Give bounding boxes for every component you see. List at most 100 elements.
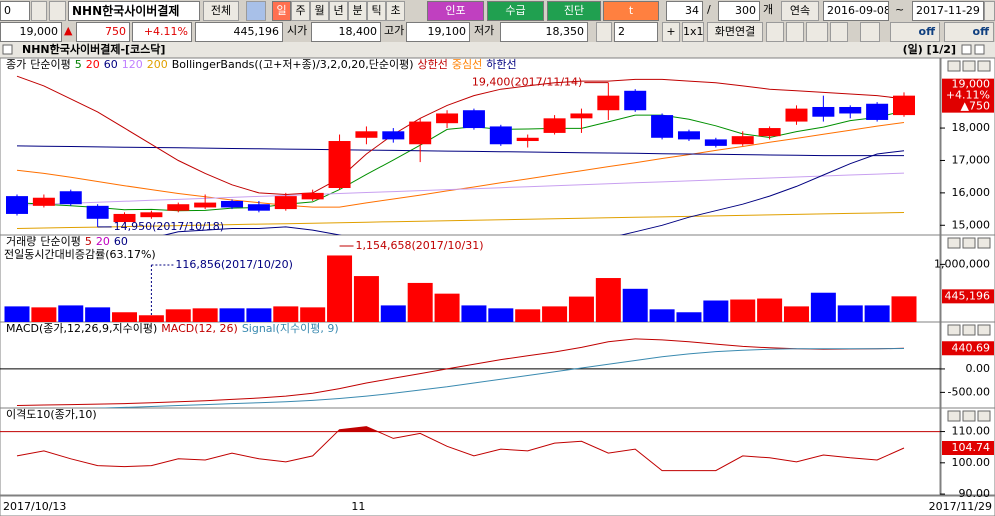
candle-body	[677, 131, 700, 140]
current-box	[942, 78, 994, 113]
bar	[434, 293, 460, 322]
candle-body	[32, 197, 55, 206]
bar	[783, 306, 809, 322]
subtitle: 전일동시간대비증감률(63.17%)	[4, 247, 156, 261]
period-button[interactable]: 분	[348, 1, 367, 21]
bar	[864, 305, 890, 322]
layout-icon[interactable]	[596, 22, 612, 42]
panel-button	[947, 324, 961, 336]
legend-title: 이격도10(종가,10)	[6, 408, 97, 421]
to-date[interactable]: 2017-11-29	[912, 1, 984, 21]
current-box	[942, 441, 994, 455]
panel-bg	[0, 407, 941, 496]
y-tick-label: 18,000	[952, 121, 991, 134]
bar	[649, 309, 675, 322]
indicator-line	[162, 150, 905, 235]
legend-entry: 중심선	[452, 58, 482, 71]
all-button[interactable]: 전체	[203, 1, 239, 21]
candle-body	[436, 113, 459, 124]
grid-button[interactable]: 1x1	[682, 22, 704, 42]
code-input[interactable]: 0	[0, 1, 30, 21]
y-tick-label: 100.00	[952, 456, 991, 469]
candle-body	[221, 200, 244, 208]
candle-body	[758, 128, 781, 137]
bar	[542, 306, 568, 322]
add-button[interactable]: +	[662, 22, 680, 42]
period-button[interactable]: 일	[272, 1, 291, 21]
panel-button	[977, 60, 991, 72]
nav-button[interactable]	[786, 22, 804, 42]
bar	[676, 312, 702, 322]
window-icon	[2, 44, 13, 55]
candle-body	[274, 196, 297, 210]
bar	[273, 306, 299, 322]
from-date[interactable]: 2016-09-08	[823, 1, 889, 21]
current-box	[942, 289, 994, 304]
unit-label: 개	[763, 3, 774, 16]
supply-button[interactable]: 수급	[487, 1, 544, 21]
total-input[interactable]: 300	[718, 1, 760, 21]
toggle-button[interactable]: off	[944, 22, 994, 42]
annotation: 116,856(2017/10/20)	[175, 258, 292, 271]
search-button[interactable]	[49, 1, 66, 21]
x-axis-bg	[0, 495, 995, 516]
panel-button	[962, 410, 976, 422]
series-line	[92, 348, 905, 408]
count-input[interactable]: 34	[666, 1, 703, 21]
series-line	[16, 338, 905, 406]
candle-body	[570, 113, 593, 119]
y-tick-label: 17,000	[952, 153, 991, 166]
nav-button[interactable]	[766, 22, 784, 42]
bar	[515, 309, 541, 322]
info-button[interactable]: 인포	[427, 1, 484, 21]
annotation: 1,154,658(2017/10/31)	[356, 239, 484, 252]
nav-button[interactable]	[806, 22, 828, 42]
stock-name[interactable]: NHN한국사이버결제	[68, 1, 200, 21]
continuous-button[interactable]: 연속	[781, 1, 819, 21]
toggle-button[interactable]: off	[890, 22, 940, 42]
legend-title: MACD(종가,12,26,9,지수이평)	[6, 322, 157, 335]
bar	[461, 305, 487, 322]
bar	[730, 299, 756, 322]
nav-button[interactable]	[830, 22, 848, 42]
legend-entry: 거래량	[6, 235, 36, 248]
dropdown-button[interactable]	[31, 1, 47, 21]
current-box	[942, 341, 994, 356]
window-button[interactable]	[961, 44, 972, 55]
period-button[interactable]: 초	[386, 1, 405, 21]
bar	[488, 308, 514, 322]
legend-entry: 5	[75, 58, 82, 71]
draw-button[interactable]	[860, 22, 880, 42]
candle-body	[812, 106, 835, 117]
link-button[interactable]: 화면연결	[707, 22, 763, 42]
candle-body	[624, 90, 647, 111]
low: 18,350	[500, 22, 588, 42]
period-button[interactable]: 틱	[367, 1, 386, 21]
bar	[85, 307, 111, 322]
bar	[810, 292, 836, 322]
period-button[interactable]: 주	[291, 1, 310, 21]
diagnosis-button[interactable]: 진단	[547, 1, 601, 21]
layout-select[interactable]: 2	[614, 22, 658, 42]
bar	[31, 307, 57, 322]
tick-button[interactable]: t	[603, 1, 659, 21]
high-label: 고가	[384, 24, 405, 37]
bar	[165, 309, 191, 322]
y-tick-label: 110.00	[952, 425, 991, 438]
indicator-line	[16, 145, 904, 157]
window-button[interactable]	[974, 44, 985, 55]
y-tick-label: 16,000	[952, 186, 991, 199]
period-button[interactable]: 년	[329, 1, 348, 21]
y-tick-label: 0.00	[966, 362, 991, 375]
volume: 445,196	[195, 22, 283, 42]
period-button[interactable]: 월	[310, 1, 329, 21]
candle-body	[355, 131, 378, 138]
candle-body	[247, 204, 270, 211]
title-bar	[0, 42, 995, 58]
legend-entry: MACD(12, 26)	[161, 322, 238, 335]
bar	[112, 312, 138, 322]
current-label: ▲750	[961, 100, 990, 113]
percent-button[interactable]	[246, 1, 266, 21]
current-label: 19,000	[952, 78, 991, 91]
dropdown-button[interactable]	[984, 1, 995, 21]
